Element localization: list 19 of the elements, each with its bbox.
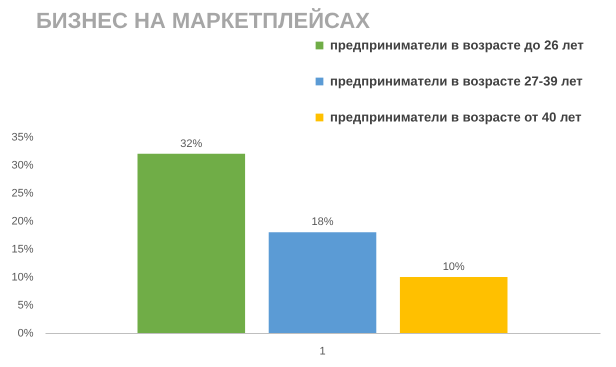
y-tick-label: 15% [11,244,34,256]
data-label: 18% [311,216,334,228]
y-tick-label: 35% [11,132,34,144]
y-tick-label: 0% [18,328,34,340]
bar [268,232,376,333]
y-tick-label: 10% [11,272,34,284]
data-label: 10% [442,261,465,273]
x-tick-label: 1 [319,346,326,358]
chart-title: БИЗНЕС НА МАРКЕТПЛЕЙСАХ [36,8,370,33]
legend-label: предприниматели в возрасте от 40 лет [330,110,582,124]
bar [400,277,508,333]
legend-label: предприниматели в возрасте 27-39 лет [330,74,583,88]
y-tick-label: 30% [11,160,34,172]
data-label: 32% [180,138,203,150]
y-tick-label: 5% [18,300,34,312]
bar [138,154,246,333]
y-tick-label: 20% [11,216,34,228]
legend-label: предприниматели в возрасте до 26 лет [330,38,584,52]
y-tick-label: 25% [11,188,34,200]
